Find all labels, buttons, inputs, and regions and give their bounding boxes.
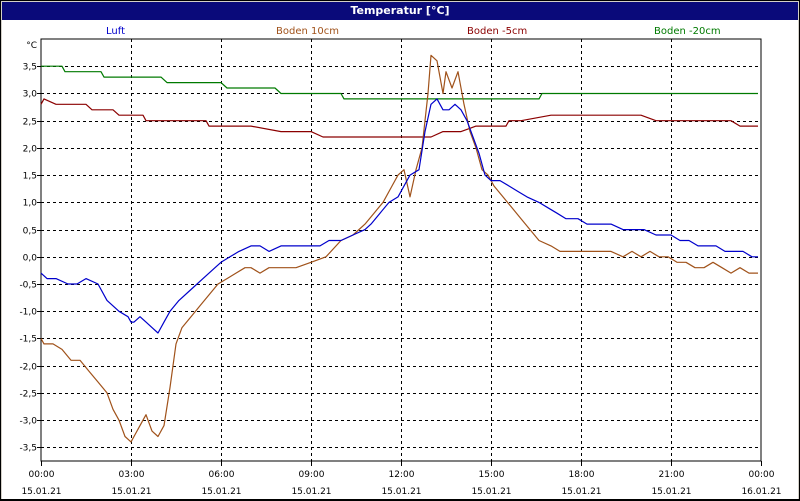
- series-line-boden5: [40, 98, 758, 138]
- y-tick-label: -3,0: [19, 417, 37, 427]
- legend-boden20: Boden -20cm: [654, 26, 721, 38]
- x-tick-label-time: 00:00: [29, 470, 55, 480]
- x-tick-label-date: 15.01.21: [21, 487, 61, 497]
- x-tick-label-date: 15.01.21: [201, 487, 241, 497]
- legend-label-boden20: Boden -20cm: [654, 26, 721, 37]
- y-tick-label: 2,5: [23, 118, 37, 128]
- y-tick-label: 1,0: [23, 199, 38, 209]
- x-tick-label-date: 15.01.21: [651, 487, 691, 497]
- x-tick-label-time: 06:00: [209, 470, 235, 480]
- y-axis-label: °C: [26, 41, 37, 51]
- y-tick-label: 0,5: [23, 227, 37, 237]
- y-tick-label: 0,0: [23, 254, 38, 264]
- x-tick-label-date: 15.01.21: [561, 487, 601, 497]
- y-tick-label: -1,0: [19, 308, 37, 318]
- legend-boden5: Boden -5cm: [467, 26, 527, 38]
- x-tick-label-date: 16.01.21: [741, 487, 781, 497]
- y-tick-label: 1,5: [23, 172, 37, 182]
- legend-boden10: Boden 10cm: [276, 26, 339, 38]
- plot-panel: [2, 20, 798, 499]
- y-tick-label: -0,5: [19, 281, 37, 291]
- x-tick-label-time: 21:00: [659, 470, 685, 480]
- x-tick-label-date: 15.01.21: [291, 487, 331, 497]
- legend-label-boden10: Boden 10cm: [276, 26, 339, 37]
- series-line-boden10: [40, 54, 758, 443]
- legend-label-luft: Luft: [106, 26, 125, 37]
- series-line-boden20: [41, 65, 758, 100]
- x-tick-label-time: 15:00: [479, 470, 505, 480]
- y-tick-label: 3,5: [23, 63, 37, 73]
- x-tick-label-date: 15.01.21: [471, 487, 511, 497]
- x-tick-label-time: 09:00: [299, 470, 325, 480]
- x-tick-label-time: 00:00: [749, 470, 775, 480]
- y-tick-label: -2,0: [19, 363, 37, 373]
- y-tick-label: -3,5: [19, 444, 37, 454]
- y-tick-label: 2,0: [23, 145, 38, 155]
- y-tick-label: 3,0: [23, 90, 38, 100]
- series-line-luft: [40, 98, 758, 334]
- x-tick-label-time: 03:00: [119, 470, 145, 480]
- x-tick-label-time: 12:00: [389, 470, 415, 480]
- x-tick-label-date: 15.01.21: [381, 487, 421, 497]
- y-tick-label: -1,5: [19, 335, 37, 345]
- y-tick-label: -2,5: [19, 390, 37, 400]
- x-tick-label-time: 18:00: [569, 470, 595, 480]
- chart-title: Temperatur [°C]: [2, 2, 798, 20]
- x-tick-label-date: 15.01.21: [111, 487, 151, 497]
- legend-label-boden5: Boden -5cm: [467, 26, 528, 37]
- legend-luft: Luft: [106, 26, 125, 38]
